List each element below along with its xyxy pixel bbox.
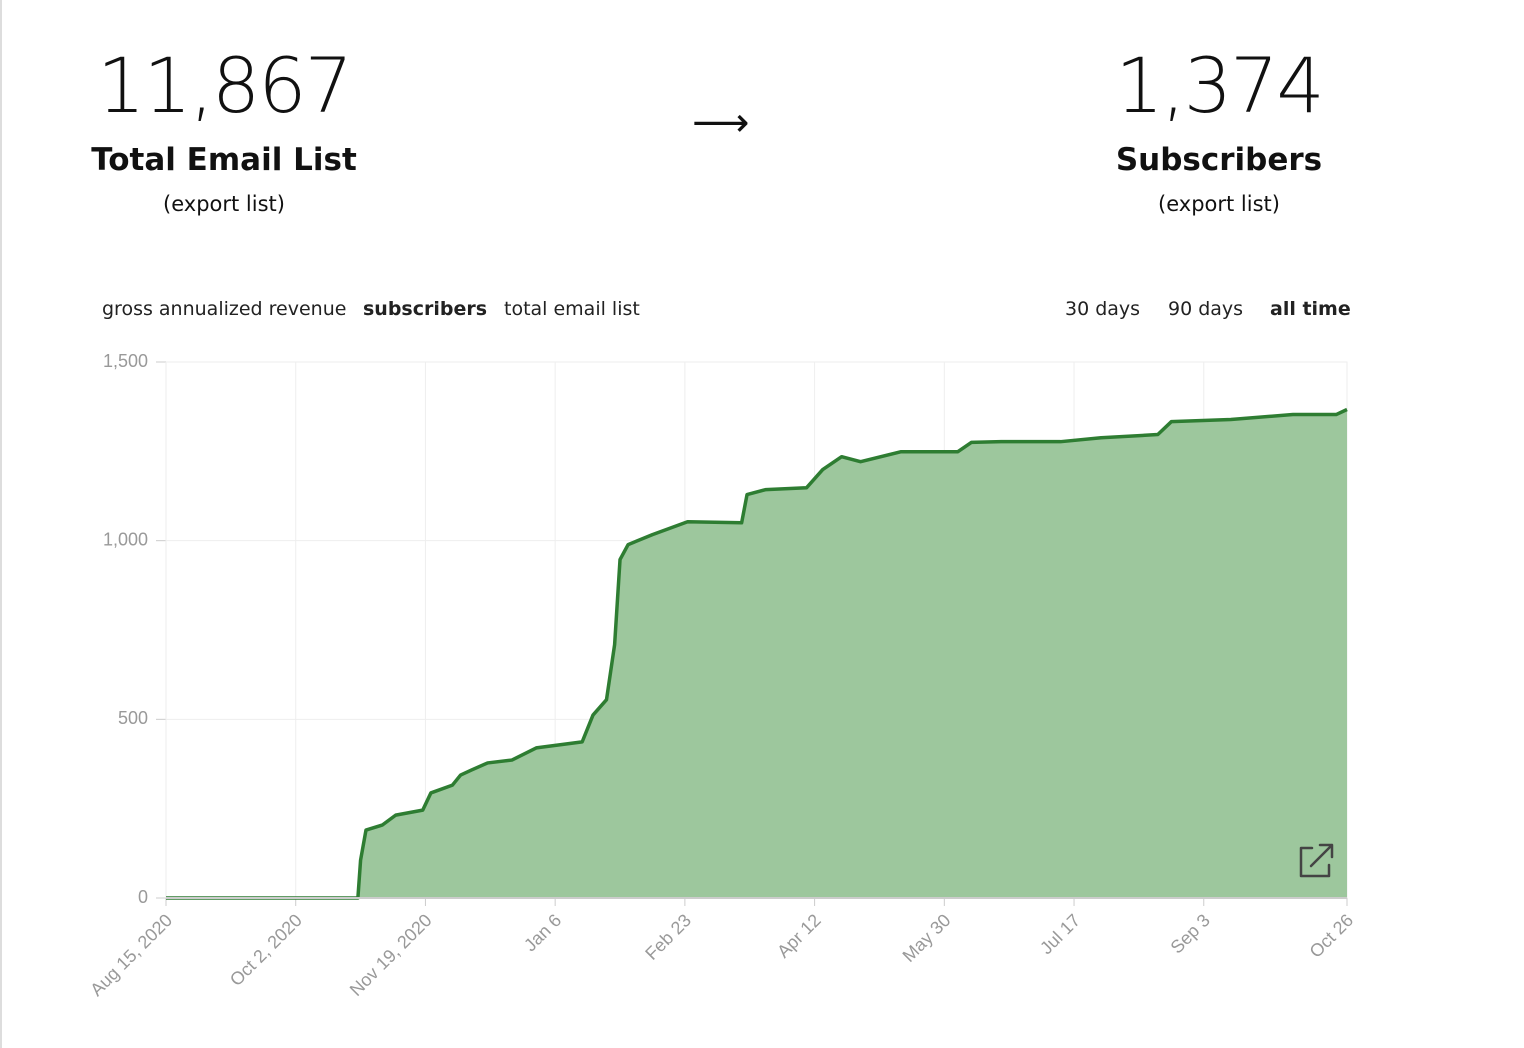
- x-tick-label: Nov 19, 2020: [346, 910, 436, 1000]
- stat-label: Subscribers: [1115, 142, 1323, 178]
- x-tick-label: Jan 6: [520, 910, 565, 955]
- stat-label: Total Email List: [91, 142, 357, 178]
- area: [166, 409, 1347, 898]
- range-tab[interactable]: 30 days: [1065, 298, 1141, 320]
- stat-value: 11,867: [97, 41, 353, 130]
- icon-box: [1299, 846, 1331, 878]
- x-tick-label: May 30: [899, 910, 955, 966]
- x-tick-label: Aug 15, 2020: [86, 910, 176, 1000]
- icon-arrow: [1309, 843, 1334, 868]
- x-tick-label: Oct 26: [1306, 910, 1358, 962]
- x-tick-label: Feb 23: [641, 910, 695, 964]
- y-tick-label: 500: [118, 708, 148, 728]
- x-tick-label: Apr 12: [773, 910, 825, 962]
- arrow: ⟶: [692, 100, 750, 146]
- metric-tab[interactable]: total email list: [504, 298, 640, 320]
- metric-tab[interactable]: gross annualized revenue: [102, 298, 347, 320]
- stat-total: 11,867 Total Email List (export list): [24, 41, 424, 217]
- y-tick-label: 1,000: [103, 529, 148, 549]
- x-tick-label: Sep 3: [1167, 910, 1214, 957]
- external-link-icon[interactable]: [1299, 843, 1334, 878]
- x-tick-label: Jul 17: [1036, 910, 1084, 958]
- stat-value: 1,374: [1115, 41, 1325, 130]
- export-link[interactable]: (export list): [163, 192, 285, 216]
- range-tab[interactable]: all time: [1270, 298, 1351, 320]
- export-link[interactable]: (export list): [1158, 192, 1280, 216]
- y-tick-label: 1,500: [103, 351, 148, 371]
- line: [166, 407, 1348, 900]
- metric-tab[interactable]: subscribers: [363, 298, 488, 320]
- y-tick-label: 0: [138, 887, 148, 907]
- range-tab[interactable]: 90 days: [1168, 298, 1244, 320]
- x-tick-label: Oct 2, 2020: [226, 910, 306, 990]
- stat-subscribers: 1,374 Subscribers (export list): [1019, 41, 1419, 217]
